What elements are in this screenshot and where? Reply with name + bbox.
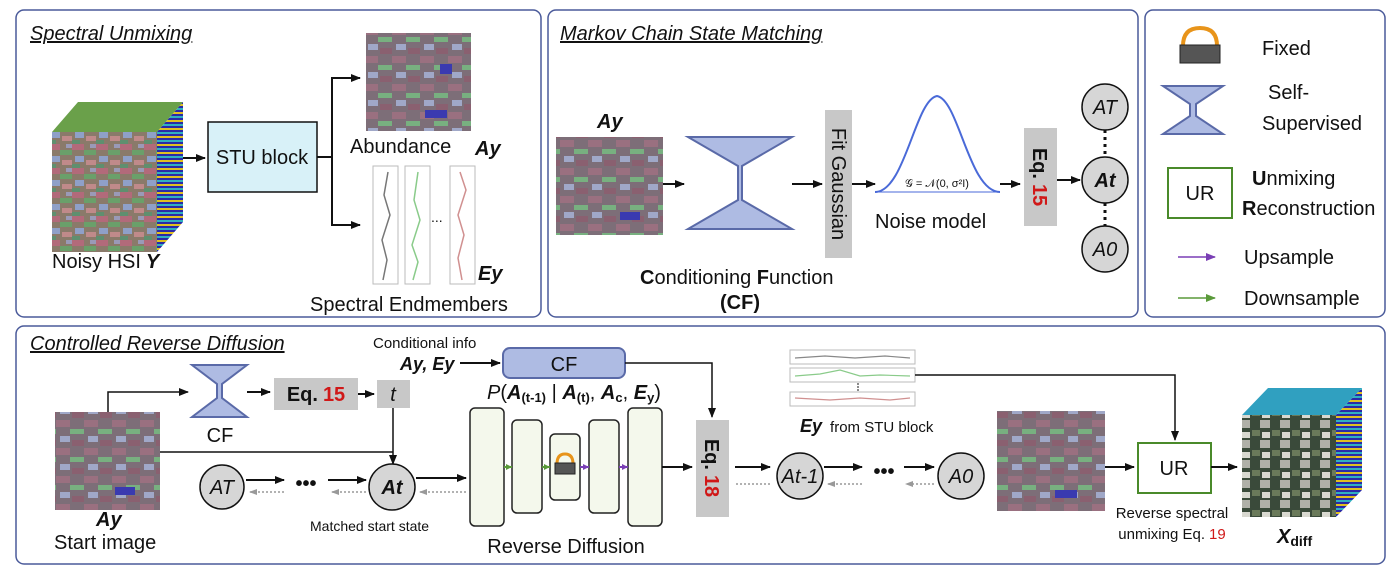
legend-downsample: Downsample xyxy=(1244,288,1360,310)
diffusion-state-t1 xyxy=(776,452,824,500)
markov-eq15-box xyxy=(1024,128,1057,226)
markov-input-image xyxy=(556,137,663,235)
abundance-marker-2 xyxy=(425,110,447,118)
noisy-hsi-label: Noisy HSI Y xyxy=(52,251,161,273)
endmember-plots xyxy=(372,165,476,285)
arrow-stu-to-abundance xyxy=(317,74,361,158)
panel-legend xyxy=(1144,9,1386,318)
diffusion-state-t-label: At xyxy=(380,477,403,499)
markov-input-symbol: Ay xyxy=(596,111,623,133)
start-image-marker xyxy=(115,487,135,495)
lock-icon xyxy=(1179,25,1221,64)
unet-lock-icon xyxy=(554,452,576,475)
endmembers-label: Spectral Endmembers xyxy=(310,294,508,316)
ey-label: Ey from STU block xyxy=(800,416,934,436)
noise-model-label: Noise model xyxy=(875,211,986,233)
diffusion-state-t xyxy=(368,463,416,511)
arrow-ey-to-ur xyxy=(915,374,1179,441)
stu-block xyxy=(207,121,318,193)
eq18-box xyxy=(696,420,729,517)
legend-self-line2: Supervised xyxy=(1262,113,1362,135)
t-box xyxy=(377,380,410,408)
conditional-info-label: Conditional info xyxy=(373,335,476,352)
t-box-label: t xyxy=(390,384,397,406)
fit-gaussian-label: Fit Gaussian xyxy=(827,128,849,240)
diffusion-title: Controlled Reverse Diffusion xyxy=(30,333,285,355)
matched-start-label: Matched start state xyxy=(310,518,429,534)
panel-controlled-reverse-diffusion xyxy=(15,325,1386,565)
markov-state-0 xyxy=(1081,225,1129,273)
reverse-unmix-line2: unmixing Eq. 19 xyxy=(1118,526,1225,543)
self-supervised-icon xyxy=(1159,85,1227,135)
markov-eq15-label: Eq.15 xyxy=(1028,148,1050,206)
output-hsi-cube xyxy=(1242,388,1362,517)
endmember-ellipsis: ... xyxy=(431,209,443,225)
clean-output-image xyxy=(997,411,1105,511)
diffusion-cf-box-label: CF xyxy=(551,354,578,376)
legend-ur-line1: Unmixing xyxy=(1252,168,1335,190)
diffusion-ur-box xyxy=(1137,442,1212,494)
unmixing-title: Spectral Unmixing xyxy=(30,23,192,45)
arrow-cf-to-eq18 xyxy=(625,362,716,418)
legend-ur-line2: Reconstruction xyxy=(1242,198,1375,220)
diffusion-state-T xyxy=(199,464,245,510)
diffusion-state-0-label: A0 xyxy=(948,466,973,488)
eq18-label: Eq.18 xyxy=(700,439,722,497)
diffusion-state-T-label: AT xyxy=(209,477,236,499)
markov-input-marker xyxy=(620,212,640,220)
conditional-info-symbols: Ay, Ey xyxy=(399,354,455,374)
abundance-marker xyxy=(440,64,452,74)
abundance-label: Abundance xyxy=(350,136,451,158)
panel-markov-chain xyxy=(547,9,1139,318)
ey-endmember-plots xyxy=(789,349,916,407)
markov-title: Markov Chain State Matching xyxy=(560,23,822,45)
diffusion-ur-label: UR xyxy=(1160,458,1189,480)
abundance-symbol: Ay xyxy=(474,138,501,160)
reverse-diffusion-label: Reverse Diffusion xyxy=(487,536,644,558)
stu-block-label: STU block xyxy=(216,147,309,169)
endmember-symbol: Ey xyxy=(478,263,503,285)
cf-line1: Conditioning Function xyxy=(640,267,833,289)
start-label: Start image xyxy=(54,532,156,554)
gaussian-curve xyxy=(874,94,1001,193)
start-image xyxy=(55,412,160,510)
diffusion-cf-label: CF xyxy=(207,425,234,447)
arrow-start-to-cf xyxy=(107,388,189,412)
markov-state-0-label: A0 xyxy=(1092,239,1117,261)
fit-gaussian-box xyxy=(825,110,852,258)
gaussian-formula: 𝒢 = 𝒩(0, σ²I) xyxy=(905,178,969,190)
noisy-hsi-cube xyxy=(52,102,183,252)
prob-expression: P(A(t-1) | A(t), Ac, Ey) xyxy=(487,382,661,405)
clean-output-marker xyxy=(1055,490,1077,498)
legend-self-line1: Self- xyxy=(1268,82,1309,104)
diffusion-state-0 xyxy=(937,452,985,500)
markov-state-t-label: At xyxy=(1093,170,1116,192)
arrow-stu-to-endmembers xyxy=(331,157,361,229)
abundance-image xyxy=(366,33,471,131)
cf-line2: (CF) xyxy=(720,292,760,314)
diffusion-state-t1-label: At-1 xyxy=(781,466,819,488)
output-symbol: Xdiff xyxy=(1276,526,1312,549)
markov-state-T-label: AT xyxy=(1092,97,1119,119)
legend-ur-box xyxy=(1167,167,1233,219)
diffusion-ellipsis-1: ••• xyxy=(295,473,316,495)
legend-fixed: Fixed xyxy=(1262,38,1311,60)
diffusion-eq15-label: Eq. 15 xyxy=(287,384,345,406)
diffusion-eq15-box xyxy=(274,378,358,410)
legend-ur-label: UR xyxy=(1186,183,1215,205)
start-symbol: Ay xyxy=(95,509,122,531)
reverse-diffusion-unet xyxy=(469,407,663,527)
reverse-unmix-line1: Reverse spectral xyxy=(1116,505,1229,522)
diffusion-ellipsis-2: ••• xyxy=(873,461,894,483)
panel-spectral-unmixing xyxy=(15,9,542,318)
cf-hourglass xyxy=(684,136,796,230)
legend-upsample: Upsample xyxy=(1244,247,1334,269)
diffusion-cf-hourglass xyxy=(189,364,250,418)
